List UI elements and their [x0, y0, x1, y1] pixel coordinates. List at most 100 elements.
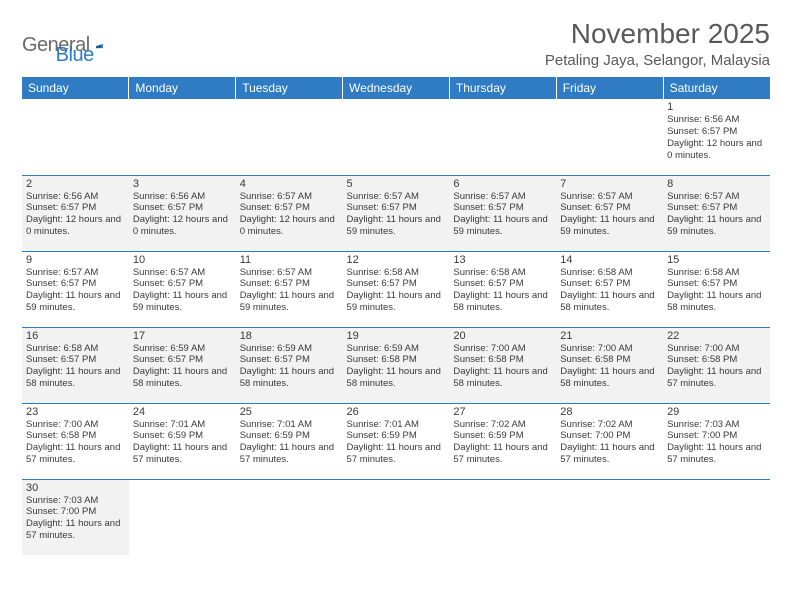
daylight-text: Daylight: 11 hours and 58 minutes. [347, 366, 446, 390]
calendar-cell: 22Sunrise: 7:00 AMSunset: 6:58 PMDayligh… [663, 327, 770, 403]
day-number: 13 [453, 254, 552, 266]
daylight-text: Daylight: 12 hours and 0 minutes. [240, 214, 339, 238]
daylight-text: Daylight: 11 hours and 59 minutes. [347, 290, 446, 314]
day-info: Sunrise: 6:59 AMSunset: 6:57 PMDaylight:… [240, 343, 339, 391]
sunset-text: Sunset: 6:57 PM [453, 278, 552, 290]
sunrise-text: Sunrise: 6:57 AM [347, 191, 446, 203]
sunrise-text: Sunrise: 6:57 AM [240, 191, 339, 203]
calendar-cell: 5Sunrise: 6:57 AMSunset: 6:57 PMDaylight… [343, 175, 450, 251]
daylight-text: Daylight: 11 hours and 57 minutes. [240, 442, 339, 466]
sunset-text: Sunset: 6:59 PM [240, 430, 339, 442]
sunrise-text: Sunrise: 7:02 AM [560, 419, 659, 431]
daylight-text: Daylight: 11 hours and 59 minutes. [667, 214, 766, 238]
day-number: 30 [26, 482, 125, 494]
day-number: 27 [453, 406, 552, 418]
calendar-cell: 25Sunrise: 7:01 AMSunset: 6:59 PMDayligh… [236, 403, 343, 479]
weekday-header: Thursday [449, 77, 556, 99]
day-number: 2 [26, 178, 125, 190]
daylight-text: Daylight: 11 hours and 58 minutes. [560, 366, 659, 390]
calendar-row: 23Sunrise: 7:00 AMSunset: 6:58 PMDayligh… [22, 403, 770, 479]
calendar-cell [556, 479, 663, 555]
day-info: Sunrise: 6:56 AMSunset: 6:57 PMDaylight:… [26, 191, 125, 239]
calendar-cell: 10Sunrise: 6:57 AMSunset: 6:57 PMDayligh… [129, 251, 236, 327]
logo-flag-icon [96, 38, 103, 54]
calendar-cell [343, 479, 450, 555]
day-info: Sunrise: 7:00 AMSunset: 6:58 PMDaylight:… [453, 343, 552, 391]
logo: General Blue [22, 18, 94, 67]
calendar-cell: 15Sunrise: 6:58 AMSunset: 6:57 PMDayligh… [663, 251, 770, 327]
sunrise-text: Sunrise: 7:01 AM [133, 419, 232, 431]
daylight-text: Daylight: 11 hours and 58 minutes. [133, 366, 232, 390]
sunset-text: Sunset: 7:00 PM [667, 430, 766, 442]
sunrise-text: Sunrise: 6:56 AM [667, 114, 766, 126]
weekday-header: Monday [129, 77, 236, 99]
day-number: 8 [667, 178, 766, 190]
sunset-text: Sunset: 7:00 PM [560, 430, 659, 442]
calendar-cell [449, 479, 556, 555]
daylight-text: Daylight: 11 hours and 57 minutes. [133, 442, 232, 466]
location-text: Petaling Jaya, Selangor, Malaysia [545, 52, 770, 69]
daylight-text: Daylight: 11 hours and 57 minutes. [347, 442, 446, 466]
sunset-text: Sunset: 6:57 PM [667, 202, 766, 214]
day-number: 28 [560, 406, 659, 418]
sunrise-text: Sunrise: 6:56 AM [26, 191, 125, 203]
calendar-page: General Blue November 2025 Petaling Jaya… [0, 0, 792, 612]
calendar-row: 16Sunrise: 6:58 AMSunset: 6:57 PMDayligh… [22, 327, 770, 403]
page-header: General Blue November 2025 Petaling Jaya… [22, 18, 770, 69]
day-number: 24 [133, 406, 232, 418]
day-info: Sunrise: 6:57 AMSunset: 6:57 PMDaylight:… [240, 267, 339, 315]
day-number: 3 [133, 178, 232, 190]
day-info: Sunrise: 6:57 AMSunset: 6:57 PMDaylight:… [240, 191, 339, 239]
calendar-table: SundayMondayTuesdayWednesdayThursdayFrid… [22, 77, 770, 555]
calendar-cell: 28Sunrise: 7:02 AMSunset: 7:00 PMDayligh… [556, 403, 663, 479]
calendar-cell: 3Sunrise: 6:56 AMSunset: 6:57 PMDaylight… [129, 175, 236, 251]
daylight-text: Daylight: 11 hours and 58 minutes. [667, 290, 766, 314]
calendar-row: 9Sunrise: 6:57 AMSunset: 6:57 PMDaylight… [22, 251, 770, 327]
day-info: Sunrise: 6:58 AMSunset: 6:57 PMDaylight:… [347, 267, 446, 315]
sunset-text: Sunset: 6:58 PM [453, 354, 552, 366]
sunset-text: Sunset: 6:57 PM [26, 202, 125, 214]
sunrise-text: Sunrise: 6:59 AM [347, 343, 446, 355]
title-block: November 2025 Petaling Jaya, Selangor, M… [545, 18, 770, 69]
day-number: 22 [667, 330, 766, 342]
sunset-text: Sunset: 7:00 PM [26, 506, 125, 518]
calendar-cell: 8Sunrise: 6:57 AMSunset: 6:57 PMDaylight… [663, 175, 770, 251]
day-number: 19 [347, 330, 446, 342]
day-info: Sunrise: 6:57 AMSunset: 6:57 PMDaylight:… [347, 191, 446, 239]
daylight-text: Daylight: 11 hours and 59 minutes. [560, 214, 659, 238]
day-info: Sunrise: 6:56 AMSunset: 6:57 PMDaylight:… [133, 191, 232, 239]
sunrise-text: Sunrise: 6:57 AM [667, 191, 766, 203]
daylight-text: Daylight: 11 hours and 57 minutes. [560, 442, 659, 466]
daylight-text: Daylight: 12 hours and 0 minutes. [667, 138, 766, 162]
sunrise-text: Sunrise: 6:57 AM [240, 267, 339, 279]
sunset-text: Sunset: 6:57 PM [560, 202, 659, 214]
daylight-text: Daylight: 12 hours and 0 minutes. [133, 214, 232, 238]
calendar-cell: 11Sunrise: 6:57 AMSunset: 6:57 PMDayligh… [236, 251, 343, 327]
calendar-cell [663, 479, 770, 555]
weekday-header: Wednesday [343, 77, 450, 99]
sunrise-text: Sunrise: 7:01 AM [240, 419, 339, 431]
day-number: 21 [560, 330, 659, 342]
day-info: Sunrise: 7:00 AMSunset: 6:58 PMDaylight:… [26, 419, 125, 467]
calendar-row: 1Sunrise: 6:56 AMSunset: 6:57 PMDaylight… [22, 99, 770, 175]
day-info: Sunrise: 6:58 AMSunset: 6:57 PMDaylight:… [667, 267, 766, 315]
calendar-cell [236, 99, 343, 175]
day-number: 25 [240, 406, 339, 418]
day-number: 9 [26, 254, 125, 266]
calendar-cell: 14Sunrise: 6:58 AMSunset: 6:57 PMDayligh… [556, 251, 663, 327]
daylight-text: Daylight: 11 hours and 58 minutes. [453, 290, 552, 314]
calendar-cell [129, 479, 236, 555]
day-number: 6 [453, 178, 552, 190]
day-info: Sunrise: 6:56 AMSunset: 6:57 PMDaylight:… [667, 114, 766, 162]
daylight-text: Daylight: 11 hours and 59 minutes. [347, 214, 446, 238]
day-info: Sunrise: 6:57 AMSunset: 6:57 PMDaylight:… [26, 267, 125, 315]
day-number: 20 [453, 330, 552, 342]
day-info: Sunrise: 7:03 AMSunset: 7:00 PMDaylight:… [26, 495, 125, 543]
sunrise-text: Sunrise: 7:00 AM [667, 343, 766, 355]
sunrise-text: Sunrise: 7:02 AM [453, 419, 552, 431]
calendar-cell: 4Sunrise: 6:57 AMSunset: 6:57 PMDaylight… [236, 175, 343, 251]
daylight-text: Daylight: 12 hours and 0 minutes. [26, 214, 125, 238]
day-info: Sunrise: 6:58 AMSunset: 6:57 PMDaylight:… [26, 343, 125, 391]
day-info: Sunrise: 7:01 AMSunset: 6:59 PMDaylight:… [347, 419, 446, 467]
sunrise-text: Sunrise: 7:03 AM [26, 495, 125, 507]
